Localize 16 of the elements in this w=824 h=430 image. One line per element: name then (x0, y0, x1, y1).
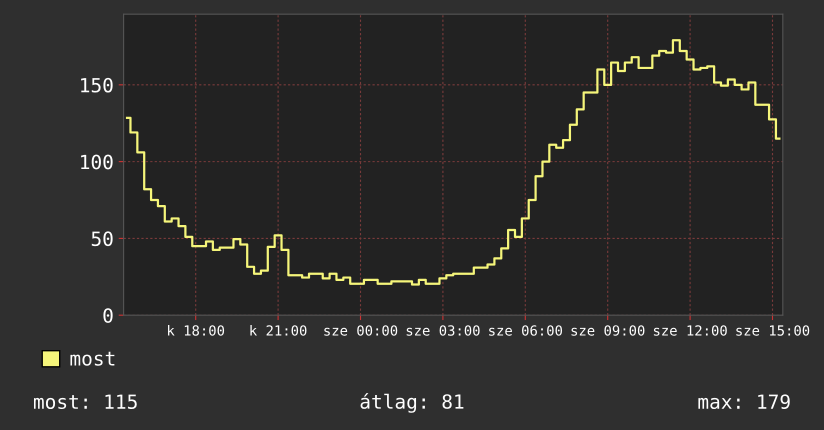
y-tick-label: 100 (81, 154, 113, 170)
x-tick-label: sze 12:00 (654, 325, 727, 336)
x-tick-label: sze 06:00 (489, 325, 562, 336)
x-tick-label: sze 03:00 (406, 325, 480, 336)
x-tick-label: sze 09:00 (572, 325, 644, 336)
legend-label: most (70, 352, 114, 366)
x-tick-label: sze 00:00 (324, 325, 398, 336)
y-tick-label: 0 (103, 308, 113, 323)
text: átlag: 81 (360, 393, 464, 413)
x-tick-label: sze 15:00 (736, 325, 810, 336)
y-tick-label: 50 (92, 231, 113, 246)
y-tick-label: 150 (81, 78, 113, 93)
x-tick-label: k 18:00 (168, 324, 224, 336)
text: max: 179 (698, 394, 790, 410)
text: most: 115 (34, 394, 137, 410)
x-tick-label: k 21:00 (250, 324, 306, 336)
